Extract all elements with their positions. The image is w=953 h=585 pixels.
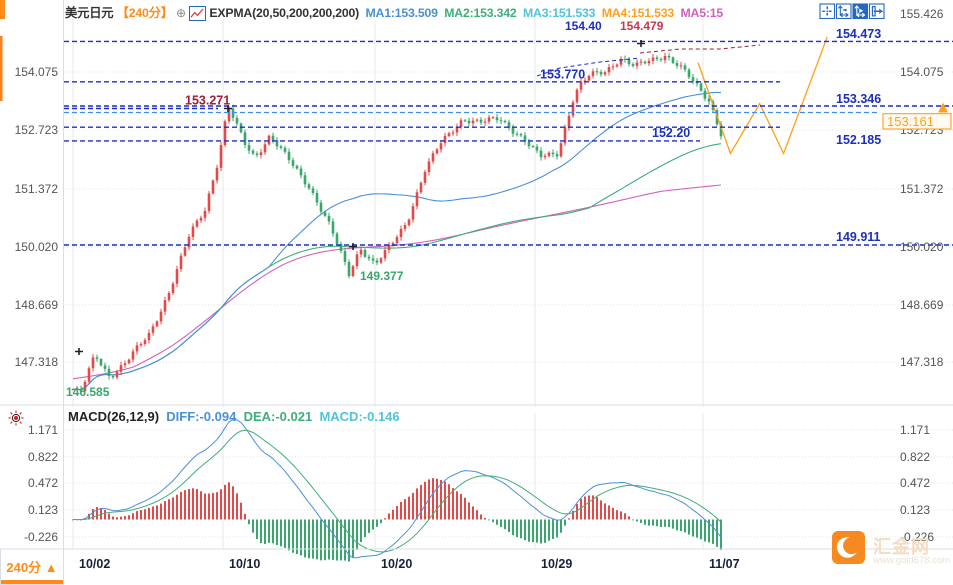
svg-text:10/20: 10/20 <box>381 557 412 571</box>
svg-text:154.40: 154.40 <box>565 19 602 33</box>
svg-text:151.372: 151.372 <box>900 182 944 196</box>
svg-text:147.318: 147.318 <box>15 355 59 369</box>
svg-text:153.271: 153.271 <box>185 94 230 108</box>
svg-text:154.075: 154.075 <box>15 65 59 79</box>
svg-text:0.123: 0.123 <box>900 503 930 517</box>
svg-text:0.472: 0.472 <box>900 476 930 490</box>
svg-text:10/29: 10/29 <box>541 557 572 571</box>
svg-text:152.723: 152.723 <box>15 123 59 137</box>
svg-text:11/07: 11/07 <box>709 557 740 571</box>
svg-text:150.020: 150.020 <box>15 240 59 254</box>
svg-text:153.770: 153.770 <box>540 68 585 82</box>
svg-text:148.669: 148.669 <box>900 298 944 312</box>
svg-text:-0.226: -0.226 <box>24 530 58 544</box>
svg-text:151.372: 151.372 <box>15 182 59 196</box>
svg-text:153.346: 153.346 <box>836 92 881 106</box>
svg-text:154.473: 154.473 <box>836 27 881 41</box>
svg-text:152.20: 152.20 <box>652 126 690 140</box>
svg-text:10/02: 10/02 <box>79 557 110 571</box>
svg-text:148.669: 148.669 <box>15 298 59 312</box>
svg-text:150.020: 150.020 <box>900 240 944 254</box>
svg-text:149.911: 149.911 <box>836 230 881 244</box>
svg-text:154.075: 154.075 <box>900 65 944 79</box>
svg-text:0.472: 0.472 <box>28 476 58 490</box>
svg-text:0.822: 0.822 <box>900 450 930 464</box>
svg-text:146.585: 146.585 <box>66 385 110 399</box>
svg-text:154.479: 154.479 <box>620 19 664 33</box>
svg-text:1.171: 1.171 <box>900 423 930 437</box>
svg-text:1.171: 1.171 <box>28 423 58 437</box>
svg-text:147.318: 147.318 <box>900 355 944 369</box>
svg-text:153.161: 153.161 <box>887 114 934 129</box>
svg-text:152.185: 152.185 <box>836 133 881 147</box>
svg-text:149.377: 149.377 <box>360 269 404 283</box>
svg-text:0.123: 0.123 <box>28 503 58 517</box>
svg-text:10/10: 10/10 <box>229 557 260 571</box>
svg-text:0.822: 0.822 <box>28 450 58 464</box>
